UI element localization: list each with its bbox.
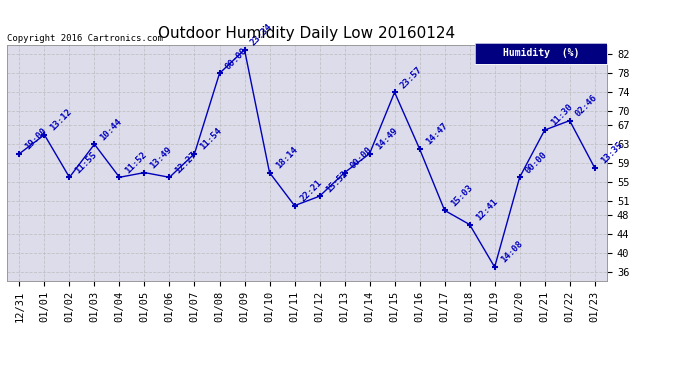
Text: 18:14: 18:14 xyxy=(274,145,299,170)
Text: 23:34: 23:34 xyxy=(248,22,274,48)
Text: 15:52: 15:52 xyxy=(324,169,349,194)
Text: 13:12: 13:12 xyxy=(48,107,74,133)
Text: 13:35: 13:35 xyxy=(599,140,624,166)
Text: 14:47: 14:47 xyxy=(424,122,449,147)
Text: 13:49: 13:49 xyxy=(148,145,174,170)
Text: 23:57: 23:57 xyxy=(399,65,424,90)
Text: 12:41: 12:41 xyxy=(474,197,499,222)
Text: 11:55: 11:55 xyxy=(74,150,99,175)
Text: 14:49: 14:49 xyxy=(374,126,399,152)
Text: 22:21: 22:21 xyxy=(299,178,324,204)
Text: 19:00: 19:00 xyxy=(23,126,49,152)
Text: 11:52: 11:52 xyxy=(124,150,149,175)
Text: 10:44: 10:44 xyxy=(99,117,124,142)
Text: 12:27: 12:27 xyxy=(174,150,199,175)
Text: 11:30: 11:30 xyxy=(549,102,574,128)
Text: 14:08: 14:08 xyxy=(499,240,524,265)
Title: Outdoor Humidity Daily Low 20160124: Outdoor Humidity Daily Low 20160124 xyxy=(159,27,455,42)
Text: Copyright 2016 Cartronics.com: Copyright 2016 Cartronics.com xyxy=(7,34,163,43)
Text: 15:03: 15:03 xyxy=(448,183,474,208)
Text: 00:00: 00:00 xyxy=(224,46,249,71)
Text: 00:00: 00:00 xyxy=(524,150,549,175)
Text: 11:54: 11:54 xyxy=(199,126,224,152)
Text: 00:00: 00:00 xyxy=(348,145,374,170)
Text: 02:46: 02:46 xyxy=(574,93,599,118)
